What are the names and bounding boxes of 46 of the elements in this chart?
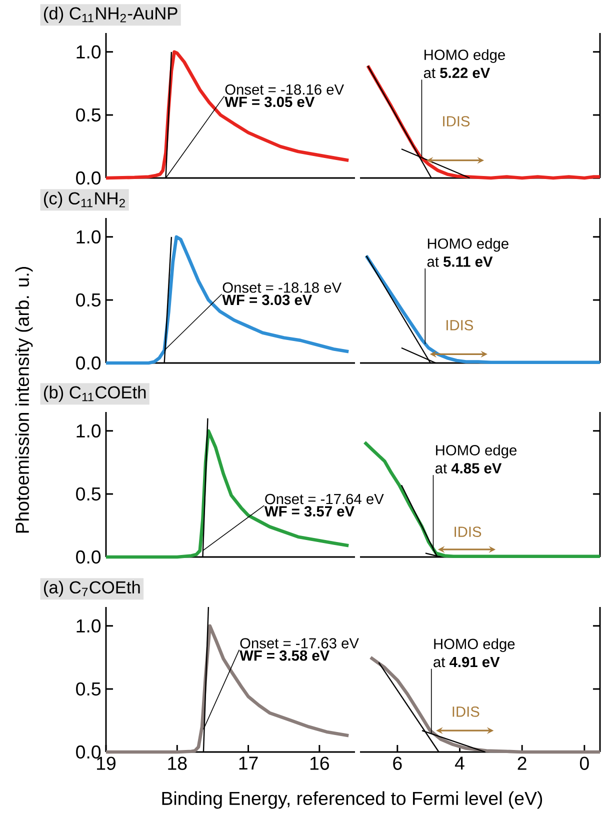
y-tick-label: 0.0	[76, 745, 101, 759]
y-tick-label: 1.0	[76, 619, 101, 633]
annotation: WF = 3.58 eV	[240, 650, 330, 661]
annotation: Onset = -17.63 eV	[240, 638, 359, 648]
x-tick-label: 6	[393, 756, 402, 770]
annotation: IDIS	[454, 526, 482, 537]
y-tick-label: 1.0	[76, 230, 101, 244]
chart-title: (b) C$_{11}$COEth	[44, 386, 146, 402]
chart-title: (d) C$_{11}$NH$_{2}$-AuNP	[44, 6, 178, 23]
x-tick-label: 17	[239, 756, 258, 770]
y-axis-title: Photoemission intensity (arb. u.)	[15, 267, 33, 533]
annotation: WF = 3.03 eV	[222, 294, 312, 306]
chart-title: (a) C$_{7}$COEth	[44, 580, 140, 597]
annotation: IDIS	[446, 320, 474, 330]
x-tick-label: 16	[310, 756, 329, 770]
y-tick-label: 0.5	[76, 293, 101, 307]
y-tick-label: 0.5	[76, 682, 101, 696]
x-axis-title: Binding Energy, referenced to Fermi level (eV)	[162, 791, 542, 809]
y-tick-label: 0.5	[76, 487, 101, 501]
annotation: Onset = -18.18 eV	[222, 282, 342, 293]
annotation: IDIS	[443, 116, 470, 126]
annotation: at 4.85 eV	[435, 463, 502, 474]
annotation: at 5.22 eV	[424, 68, 490, 78]
annotation: WF = 3.05 eV	[224, 96, 315, 108]
annotation: Onset = -17.64 eV	[265, 494, 384, 504]
x-tick-label: 2	[518, 756, 526, 770]
annotation: Onset = -18.16 eV	[225, 84, 344, 95]
chart-title: (c) C$_{11}$NH$_{2}$	[44, 192, 125, 208]
y-tick-label: 0.0	[76, 171, 101, 185]
x-tick-label: 4	[454, 756, 464, 770]
y-tick-label: 0.0	[76, 356, 101, 370]
annotation: HOMO edge	[436, 444, 517, 458]
y-tick-label: 0.0	[76, 550, 101, 564]
annotation: at 4.91 eV	[434, 656, 500, 668]
y-tick-label: 1.0	[76, 424, 101, 438]
x-tick-label: 18	[168, 756, 187, 770]
annotation: IDIS	[452, 706, 480, 717]
x-tick-label: 0	[580, 756, 589, 770]
annotation: HOMO edge	[428, 238, 508, 252]
annotation: HOMO edge	[434, 638, 515, 652]
y-tick-label: 0.5	[76, 108, 101, 122]
annotation: WF = 3.57 eV	[264, 506, 354, 517]
y-tick-label: 1.0	[76, 45, 101, 59]
x-tick-label: 19	[97, 756, 116, 770]
annotation: HOMO edge	[424, 49, 505, 63]
annotation: at 5.11 eV	[427, 256, 493, 267]
